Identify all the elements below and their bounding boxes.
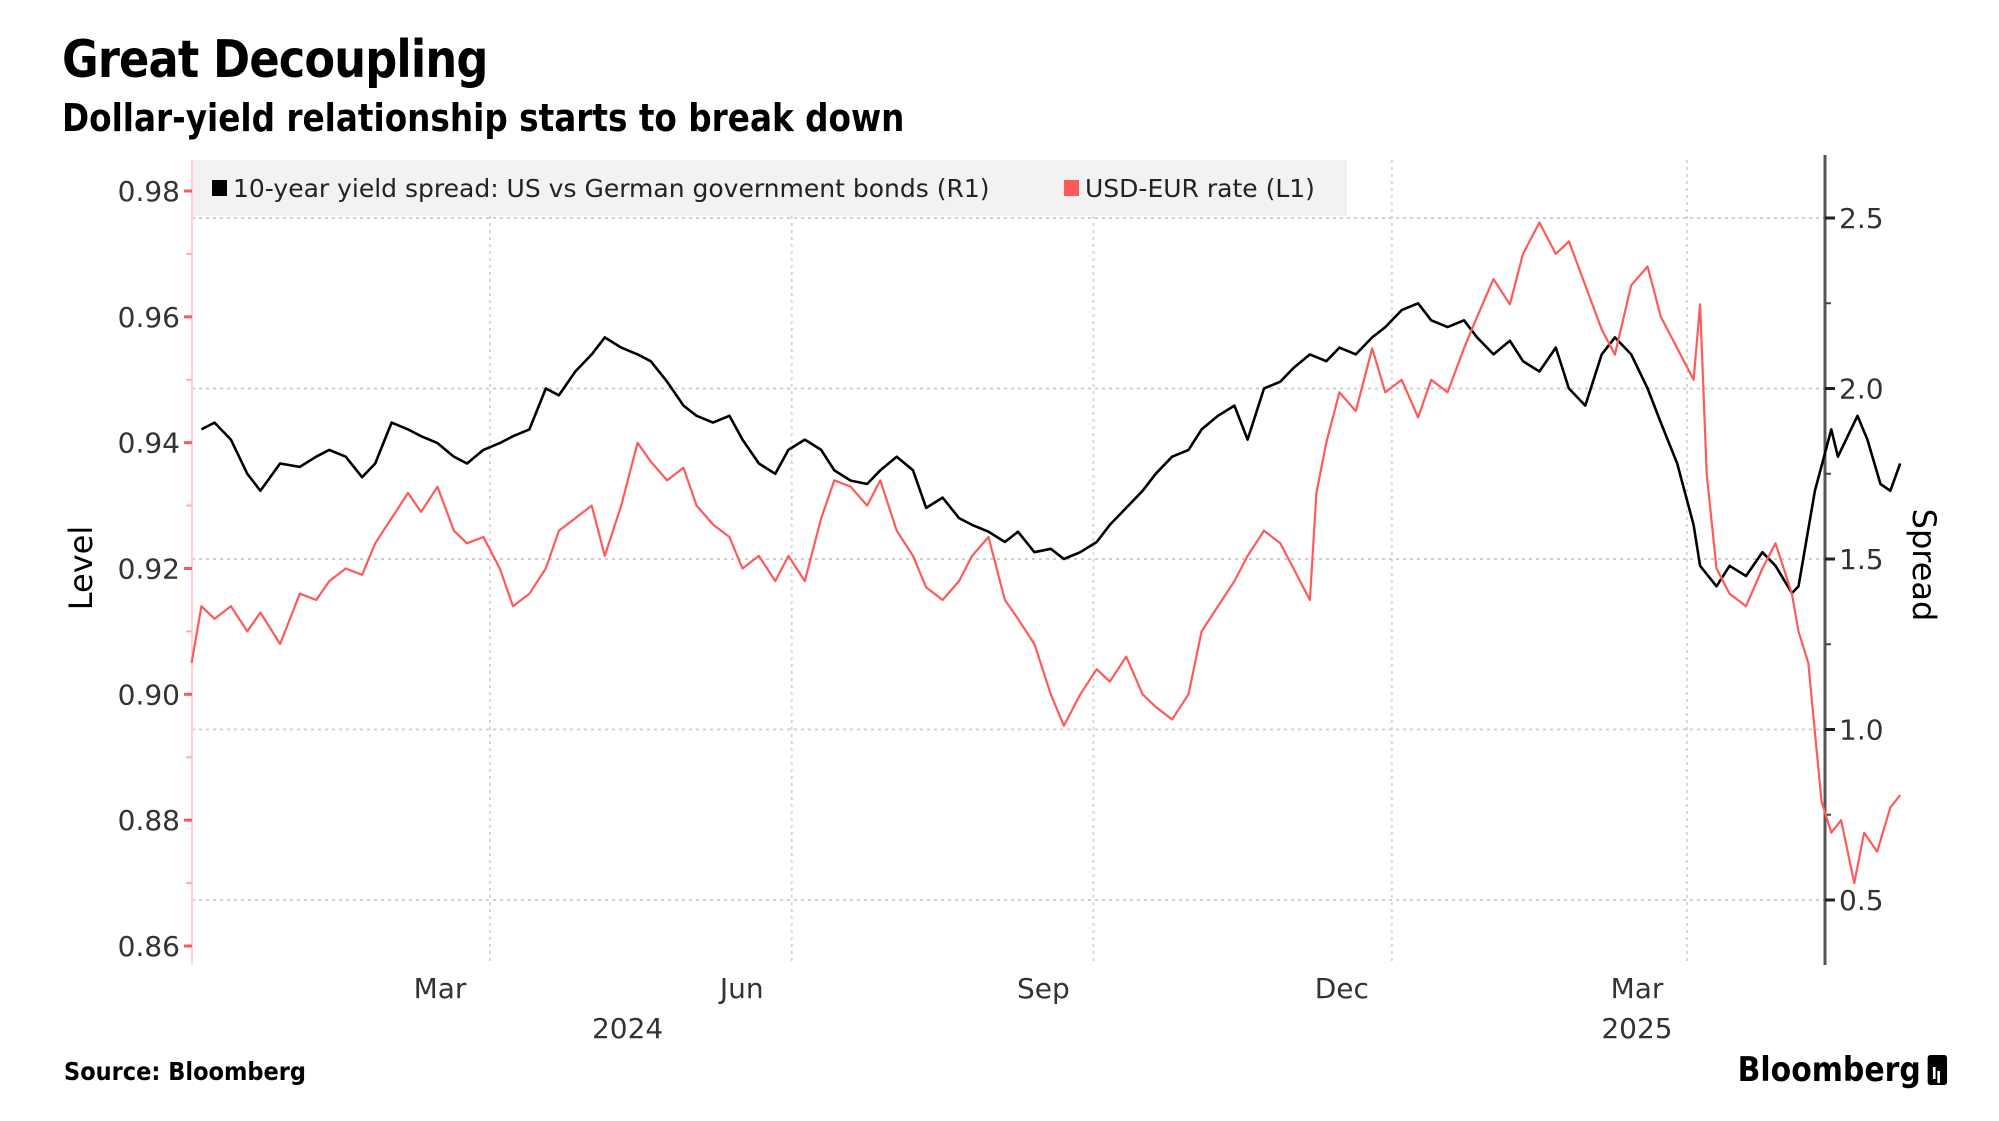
x-tick-label: Dec — [1315, 972, 1369, 1005]
chart-subtitle: Dollar-yield relationship starts to brea… — [62, 96, 905, 140]
right-tick-label: 1.0 — [1839, 714, 1884, 747]
left-axis-title: Level — [62, 526, 100, 610]
left-tick-label: 0.98 — [118, 175, 180, 208]
left-tick-label: 0.96 — [118, 301, 180, 334]
legend-swatch-spread — [212, 180, 227, 196]
series-line-usd-eur — [190, 221, 1902, 885]
grid — [192, 160, 1825, 965]
right-tick-label: 0.5 — [1839, 884, 1884, 917]
left-tick-label: 0.90 — [118, 678, 180, 711]
right-tick-label: 2.0 — [1839, 373, 1884, 406]
series — [190, 221, 1902, 885]
legend-label-usdeur: USD-EUR rate (L1) — [1085, 174, 1315, 203]
x-tick-label: Mar — [414, 972, 467, 1005]
legend-background — [192, 160, 1347, 216]
axes: 0.98 0.96 0.94 0.92 0.90 0.88 0.86 2.5 2.0 1.5 1.0… — [118, 155, 1884, 1045]
right-tick-label: 2.5 — [1839, 202, 1884, 235]
x-tick-label: Sep — [1017, 972, 1070, 1005]
x-tick-label: Jun — [718, 972, 764, 1005]
legend-label-spread: 10-year yield spread: US vs German gover… — [233, 174, 989, 203]
right-axis-title: Spread — [1905, 509, 1943, 622]
legend-swatch-usdeur — [1064, 180, 1079, 196]
x-year-label: 2025 — [1601, 1012, 1672, 1045]
left-tick-label: 0.86 — [118, 930, 180, 963]
x-year-label: 2024 — [592, 1012, 663, 1045]
chart-title: Great Decoupling — [62, 30, 488, 90]
left-tick-label: 0.92 — [118, 553, 180, 586]
brand-logo: Bloomberg — [1737, 1050, 1947, 1090]
series-line-yield-spread — [200, 302, 1902, 595]
right-tick-label: 1.5 — [1839, 543, 1884, 576]
left-tick-label: 0.94 — [118, 427, 180, 460]
bloomberg-chart-icon — [1927, 1055, 1947, 1085]
left-tick-label: 0.88 — [118, 804, 180, 837]
source-note: Source: Bloomberg — [64, 1057, 307, 1086]
brand-name: Bloomberg — [1737, 1050, 1921, 1090]
x-tick-label: Mar — [1611, 972, 1664, 1005]
legend: 10-year yield spread: US vs German gover… — [212, 174, 1315, 203]
